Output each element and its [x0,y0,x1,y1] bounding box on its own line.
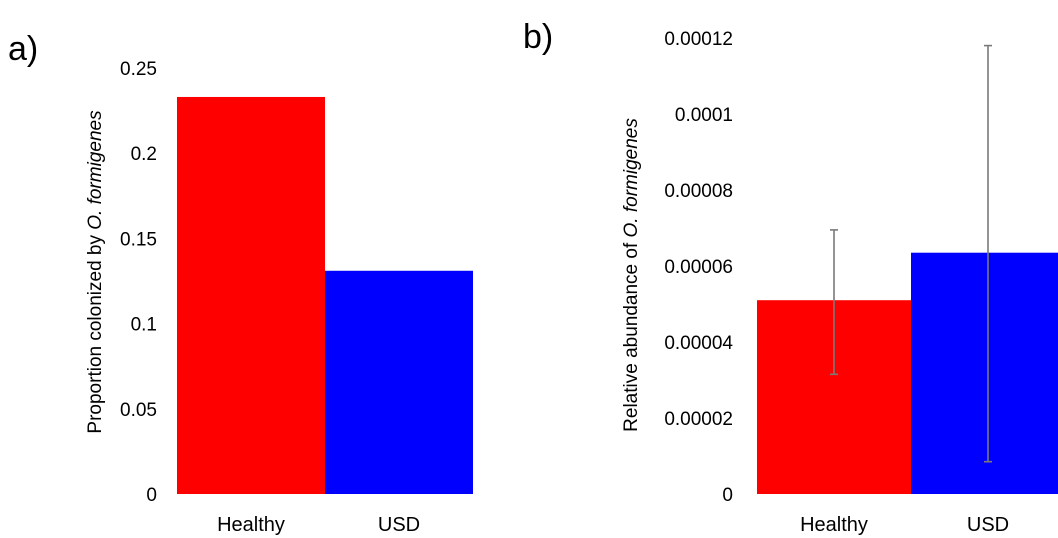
panel-a-y-axis-title-prefix: Proportion colonized by [85,230,106,434]
panel-b-y-tick-label: 0.0001 [675,105,733,126]
panel-b-y-tick-label: 0.00002 [664,409,733,430]
panel-a-y-tick-label: 0 [146,485,157,506]
chart-panel-a: a) 0 0.05 0.1 0.15 0.2 0.25 Healthy USD Propor… [8,30,473,536]
panel-b-y-tick-label: 0.00006 [664,257,733,278]
panel-b-label: b) [523,18,553,56]
panel-b-y-tick-label: 0.00008 [664,181,733,202]
panel-b-error-bar-healthy [830,229,838,376]
panel-b-category-label: Healthy [800,514,868,536]
chart-panel-b: b) 0 0.00002 0.00004 0.00006 0.00008 0.0001 0.… [523,18,1058,536]
panel-b-bar-usd [911,252,1058,494]
panel-a-y-tick-label: 0.2 [131,144,157,165]
panel-a-y-axis-title-species: O. formigenes [85,110,106,230]
panel-b-y-tick-label: 0 [722,485,733,506]
panel-b-y-axis-title-species: O. formigenes [621,118,642,238]
panel-b-y-tick-label: 0.00012 [664,29,733,50]
panel-a-category-label: Healthy [217,514,285,536]
panel-a-y-tick-label: 0.25 [120,59,157,80]
panel-a-y-tick-label: 0.15 [120,229,157,250]
panel-b-y-tick-label: 0.00004 [664,333,733,354]
panel-a-category-label: USD [378,514,420,536]
panel-a-bar-healthy [177,96,325,494]
panel-a-y-tick-label: 0.05 [120,400,157,421]
panel-b-y-axis-title-prefix: Relative abundance of [621,237,642,431]
panel-a-y-axis-title: Proportion colonized by O. formigenes [85,110,106,434]
panel-b-y-axis-title: Relative abundance of O. formigenes [621,118,642,432]
panel-a-y-tick-label: 0.1 [131,315,157,336]
panel-b-category-label: USD [967,514,1009,536]
panel-a-bar-usd [325,270,473,494]
panel-b-error-bar-usd [984,44,992,463]
panel-a-label: a) [8,30,38,68]
